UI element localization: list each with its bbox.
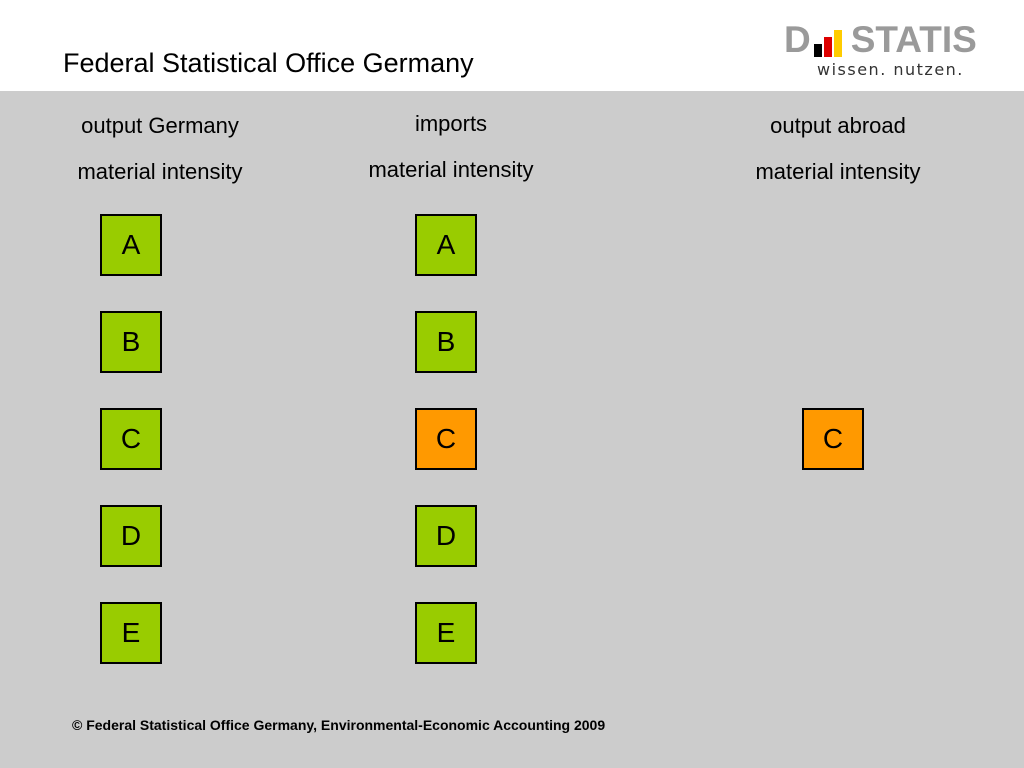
header: Federal Statistical Office Germany D STAT… [0,0,1024,91]
column-subtitle-output-abroad: material intensity [755,159,921,184]
box-output-germany-b: B [100,311,162,373]
box-output-abroad-c: C [802,408,864,470]
box-imports-d: D [415,505,477,567]
logo-word-right: STATIS [850,19,977,60]
box-imports-a: A [415,214,477,276]
column-title-output-abroad: output abroad [770,113,906,138]
box-output-germany-d: D [100,505,162,567]
logo-tagline: wissen. nutzen. [817,60,964,79]
box-imports-e: E [415,602,477,664]
footer-copyright: © Federal Statistical Office Germany, En… [72,717,606,733]
box-output-germany-e: E [100,602,162,664]
box-output-germany-c: C [100,408,162,470]
page-title: Federal Statistical Office Germany [63,48,474,78]
box-imports-c: C [415,408,477,470]
column-title-output-germany: output Germany [81,113,239,138]
column-title-imports: imports [414,111,488,136]
destatis-logo: D STATIS wissen. nutzen. [784,19,994,82]
column-subtitle-imports: material intensity [368,157,534,182]
flag-bars-icon [814,30,846,57]
box-output-germany-a: A [100,214,162,276]
logo-wordmark: D STATIS [784,19,977,60]
column-subtitle-output-germany: material intensity [77,159,243,184]
logo-word-left: D [784,19,811,60]
box-imports-b: B [415,311,477,373]
diagram-panel: output Germany material intensity A B C … [0,91,1024,768]
